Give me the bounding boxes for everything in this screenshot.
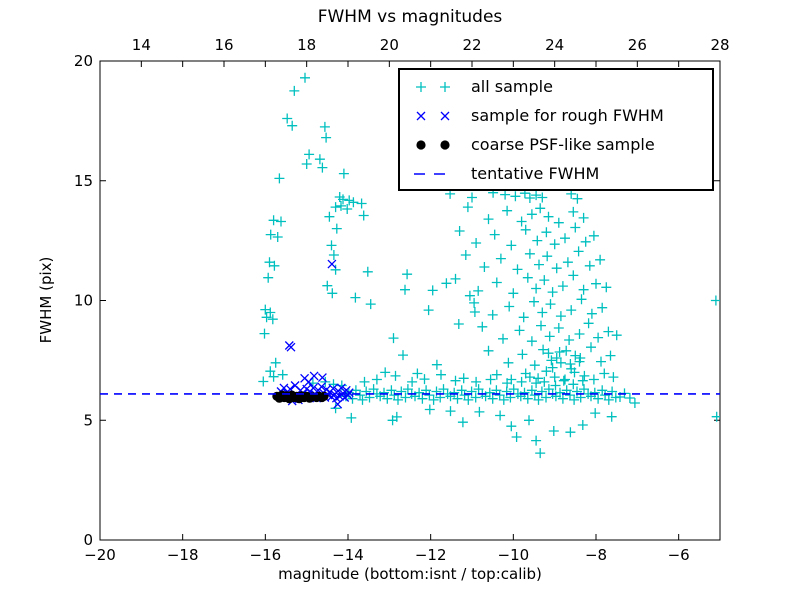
legend: all sample sample for rough FWHM coarse … (398, 68, 714, 191)
legend-label: sample for rough FWHM (471, 106, 664, 125)
legend-label: tentative FWHM (471, 164, 600, 183)
svg-text:5: 5 (83, 411, 93, 429)
dashed-line-icon (414, 172, 454, 175)
x-marker-icon (416, 111, 450, 120)
circle-marker-icon (416, 139, 450, 150)
svg-text:26: 26 (628, 36, 647, 54)
x-axis-top-ticks: 14 16 18 20 22 24 26 28 (132, 36, 730, 67)
svg-text:−10: −10 (498, 546, 530, 564)
legend-item-psf-sample: coarse PSF-like sample (400, 130, 712, 159)
svg-text:24: 24 (545, 36, 564, 54)
svg-text:−20: −20 (84, 546, 116, 564)
y-axis-label: FWHM (pix) (37, 256, 55, 344)
legend-label: coarse PSF-like sample (471, 135, 655, 154)
svg-text:18: 18 (297, 36, 316, 54)
svg-text:0: 0 (83, 531, 93, 549)
svg-text:−12: −12 (415, 546, 447, 564)
legend-item-tentative-fwhm: tentative FWHM (400, 159, 712, 188)
chart-title: FWHM vs magnitudes (317, 7, 503, 27)
plus-marker-icon (416, 81, 450, 92)
svg-text:−16: −16 (250, 546, 282, 564)
x-axis-bottom-ticks: −20 −18 −16 −14 −12 −10 −8 −6 (84, 61, 690, 564)
svg-text:22: 22 (462, 36, 481, 54)
x-axis-label: magnitude (bottom:isnt / top:calib) (278, 565, 542, 583)
legend-item-all-sample: all sample (400, 72, 712, 101)
svg-text:−14: −14 (332, 546, 364, 564)
svg-text:−8: −8 (585, 546, 607, 564)
all-sample-points (258, 72, 720, 459)
svg-text:20: 20 (380, 36, 399, 54)
svg-text:−6: −6 (668, 546, 690, 564)
svg-text:10: 10 (74, 292, 93, 310)
psf-sample-points (272, 390, 329, 404)
svg-text:15: 15 (74, 172, 93, 190)
legend-item-rough-fwhm: sample for rough FWHM (400, 101, 712, 130)
svg-text:14: 14 (132, 36, 151, 54)
svg-text:16: 16 (214, 36, 233, 54)
svg-text:28: 28 (710, 36, 729, 54)
svg-text:20: 20 (74, 52, 93, 70)
svg-text:−18: −18 (167, 546, 199, 564)
legend-label: all sample (471, 77, 553, 96)
